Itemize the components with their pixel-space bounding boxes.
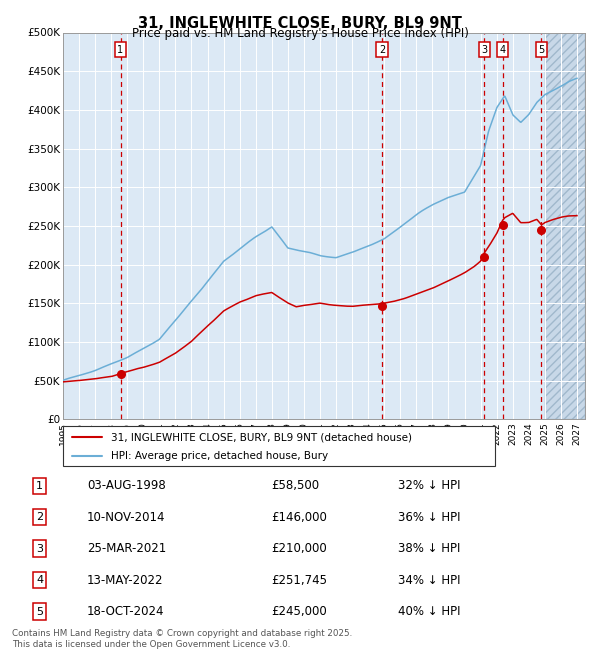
Text: 18-OCT-2024: 18-OCT-2024	[87, 605, 164, 618]
Text: 5: 5	[538, 45, 545, 55]
Text: 1: 1	[36, 481, 43, 491]
Text: 32% ↓ HPI: 32% ↓ HPI	[398, 479, 460, 492]
FancyBboxPatch shape	[63, 426, 495, 466]
Text: 5: 5	[36, 606, 43, 616]
Text: 31, INGLEWHITE CLOSE, BURY, BL9 9NT (detached house): 31, INGLEWHITE CLOSE, BURY, BL9 9NT (det…	[110, 432, 412, 442]
Text: 3: 3	[481, 45, 487, 55]
Text: 36% ↓ HPI: 36% ↓ HPI	[398, 511, 460, 524]
Text: £251,745: £251,745	[271, 573, 327, 586]
Text: 4: 4	[36, 575, 43, 585]
Text: 34% ↓ HPI: 34% ↓ HPI	[398, 573, 460, 586]
Text: 38% ↓ HPI: 38% ↓ HPI	[398, 542, 460, 555]
Text: 2: 2	[36, 512, 43, 522]
Text: 4: 4	[500, 45, 506, 55]
Text: 3: 3	[36, 543, 43, 554]
Text: Contains HM Land Registry data © Crown copyright and database right 2025.
This d: Contains HM Land Registry data © Crown c…	[12, 629, 352, 649]
Text: £58,500: £58,500	[271, 479, 319, 492]
Text: £210,000: £210,000	[271, 542, 327, 555]
Text: Price paid vs. HM Land Registry's House Price Index (HPI): Price paid vs. HM Land Registry's House …	[131, 27, 469, 40]
Text: 31, INGLEWHITE CLOSE, BURY, BL9 9NT: 31, INGLEWHITE CLOSE, BURY, BL9 9NT	[138, 16, 462, 31]
Text: 2: 2	[379, 45, 385, 55]
Text: 03-AUG-1998: 03-AUG-1998	[87, 479, 166, 492]
Text: 10-NOV-2014: 10-NOV-2014	[87, 511, 166, 524]
Bar	[545, 32, 585, 419]
Text: 40% ↓ HPI: 40% ↓ HPI	[398, 605, 460, 618]
Text: £245,000: £245,000	[271, 605, 327, 618]
Text: HPI: Average price, detached house, Bury: HPI: Average price, detached house, Bury	[110, 451, 328, 461]
Text: 1: 1	[118, 45, 124, 55]
Text: 13-MAY-2022: 13-MAY-2022	[87, 573, 163, 586]
Text: 25-MAR-2021: 25-MAR-2021	[87, 542, 166, 555]
Text: £146,000: £146,000	[271, 511, 327, 524]
